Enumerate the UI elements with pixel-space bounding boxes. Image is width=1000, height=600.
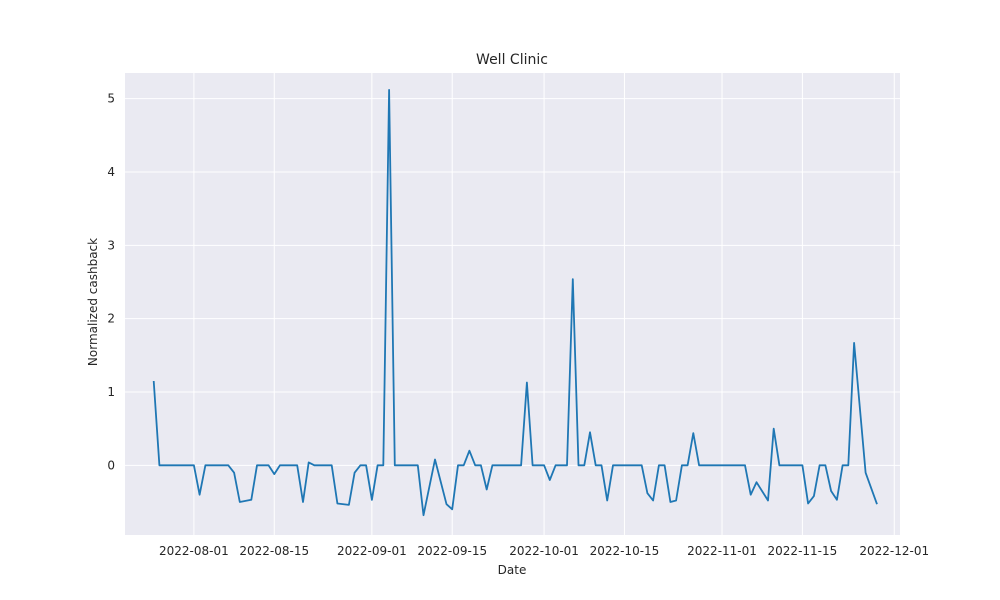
y-tick-label: 2: [107, 312, 115, 326]
x-tick-label: 2022-08-15: [239, 544, 309, 558]
x-tick-label: 2022-11-01: [687, 544, 757, 558]
y-tick-label: 0: [107, 458, 115, 472]
y-axis-ticks: 0 1 2 3 4 5: [107, 92, 115, 473]
x-tick-label: 2022-08-01: [159, 544, 229, 558]
y-tick-label: 1: [107, 385, 115, 399]
x-axis-ticks: 2022-08-01 2022-08-15 2022-09-01 2022-09-15…: [159, 544, 929, 558]
x-tick-label: 2022-12-01: [859, 544, 929, 558]
y-tick-label: 4: [107, 165, 115, 179]
series-line: [152, 89, 878, 517]
x-tick-label: 2022-09-01: [337, 544, 407, 558]
y-tick-label: 3: [107, 238, 115, 252]
y-axis-label: Normalized cashback: [86, 238, 100, 366]
x-tick-label: 2022-11-15: [768, 544, 838, 558]
x-tick-label: 2022-10-01: [509, 544, 579, 558]
series-layer: [152, 89, 878, 517]
chart-title: Well Clinic: [476, 52, 548, 68]
x-tick-label: 2022-10-15: [590, 544, 660, 558]
y-tick-label: 5: [107, 92, 115, 106]
x-tick-label: 2022-09-15: [417, 544, 487, 558]
x-axis-label: Date: [498, 563, 527, 577]
